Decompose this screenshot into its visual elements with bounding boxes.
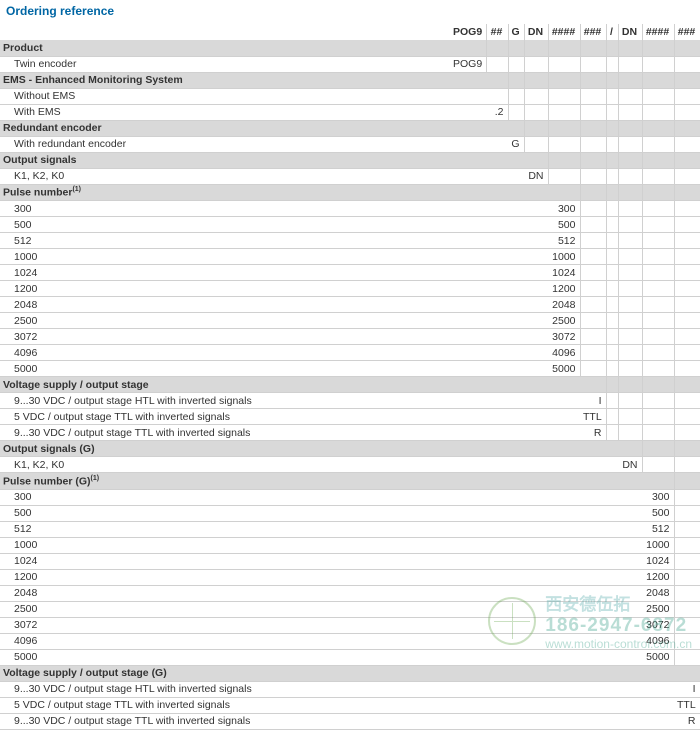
item-value: 2500 (548, 313, 580, 329)
item-value: 512 (642, 521, 674, 537)
item-label: 4096 (0, 633, 450, 649)
item-value: 4096 (548, 345, 580, 361)
item-value: 5000 (642, 649, 674, 665)
item-value: POG9 (450, 56, 486, 72)
item-label: 9...30 VDC / output stage TTL with inver… (0, 425, 450, 441)
item-value: I (674, 681, 700, 697)
item-value: DN (524, 168, 548, 184)
item-label: 1024 (0, 265, 450, 281)
item-label: 2500 (0, 313, 450, 329)
header-col: #### (642, 24, 674, 40)
item-label: 300 (0, 201, 450, 217)
item-label: 4096 (0, 345, 450, 361)
item-value: R (580, 425, 606, 441)
header-col: #### (548, 24, 580, 40)
item-label: 9...30 VDC / output stage HTL with inver… (0, 681, 450, 697)
item-value: 1000 (642, 537, 674, 553)
section-header: EMS - Enhanced Monitoring System (0, 72, 450, 88)
item-value: 5000 (548, 361, 580, 377)
item-value: 500 (642, 505, 674, 521)
section-header: Product (0, 40, 450, 56)
item-label: 1000 (0, 249, 450, 265)
item-label: 300 (0, 489, 450, 505)
item-value: 2048 (642, 585, 674, 601)
page-title: Ordering reference (0, 0, 700, 24)
item-value: I (580, 393, 606, 409)
item-label: 1200 (0, 281, 450, 297)
item-value: .2 (486, 104, 508, 120)
section-header: Voltage supply / output stage (G) (0, 665, 450, 681)
item-value: DN (618, 457, 642, 473)
item-label: 2500 (0, 601, 450, 617)
item-label: Without EMS (0, 88, 450, 104)
section-header: Redundant encoder (0, 120, 450, 136)
header-col: G (508, 24, 524, 40)
item-label: 512 (0, 233, 450, 249)
item-label: 9...30 VDC / output stage HTL with inver… (0, 393, 450, 409)
item-value: 3072 (642, 617, 674, 633)
item-label: 500 (0, 505, 450, 521)
item-label: 5000 (0, 361, 450, 377)
item-label: K1, K2, K0 (0, 168, 450, 184)
item-label: 3072 (0, 329, 450, 345)
item-value: 1200 (548, 281, 580, 297)
item-value: 2500 (642, 601, 674, 617)
item-label: 5000 (0, 649, 450, 665)
item-label: 2048 (0, 297, 450, 313)
item-value: G (508, 136, 524, 152)
ordering-reference-table: POG9##GDN#######/DN#######ProductTwin en… (0, 24, 700, 730)
header-col: ### (580, 24, 606, 40)
item-label: 1024 (0, 553, 450, 569)
item-label: 500 (0, 217, 450, 233)
item-label: With redundant encoder (0, 136, 450, 152)
item-value: 1024 (642, 553, 674, 569)
header-col: ### (674, 24, 700, 40)
item-label: 512 (0, 521, 450, 537)
item-label: 2048 (0, 585, 450, 601)
item-label: 5 VDC / output stage TTL with inverted s… (0, 697, 450, 713)
item-value: 2048 (548, 297, 580, 313)
item-value: TTL (580, 409, 606, 425)
section-header: Voltage supply / output stage (0, 377, 450, 393)
item-value: 3072 (548, 329, 580, 345)
item-label: K1, K2, K0 (0, 457, 450, 473)
item-value: 1200 (642, 569, 674, 585)
item-label: 9...30 VDC / output stage TTL with inver… (0, 713, 450, 729)
item-value (486, 88, 508, 104)
item-value: 300 (548, 201, 580, 217)
section-header: Pulse number (G)(1) (0, 473, 450, 490)
header-col: POG9 (450, 24, 486, 40)
item-value: TTL (674, 697, 700, 713)
item-label: With EMS (0, 104, 450, 120)
section-header: Output signals (G) (0, 441, 450, 457)
item-value: 4096 (642, 633, 674, 649)
item-label: 1200 (0, 569, 450, 585)
item-label: 1000 (0, 537, 450, 553)
item-label: 3072 (0, 617, 450, 633)
header-col: DN (524, 24, 548, 40)
item-value: 300 (642, 489, 674, 505)
item-value: 512 (548, 233, 580, 249)
item-label: Twin encoder (0, 56, 450, 72)
item-value: 500 (548, 217, 580, 233)
item-label: 5 VDC / output stage TTL with inverted s… (0, 409, 450, 425)
item-value: 1000 (548, 249, 580, 265)
item-value: R (674, 713, 700, 729)
section-header: Output signals (0, 152, 450, 168)
section-header: Pulse number(1) (0, 184, 450, 201)
header-col: ## (486, 24, 508, 40)
header-col: / (606, 24, 618, 40)
item-value: 1024 (548, 265, 580, 281)
header-col: DN (618, 24, 642, 40)
